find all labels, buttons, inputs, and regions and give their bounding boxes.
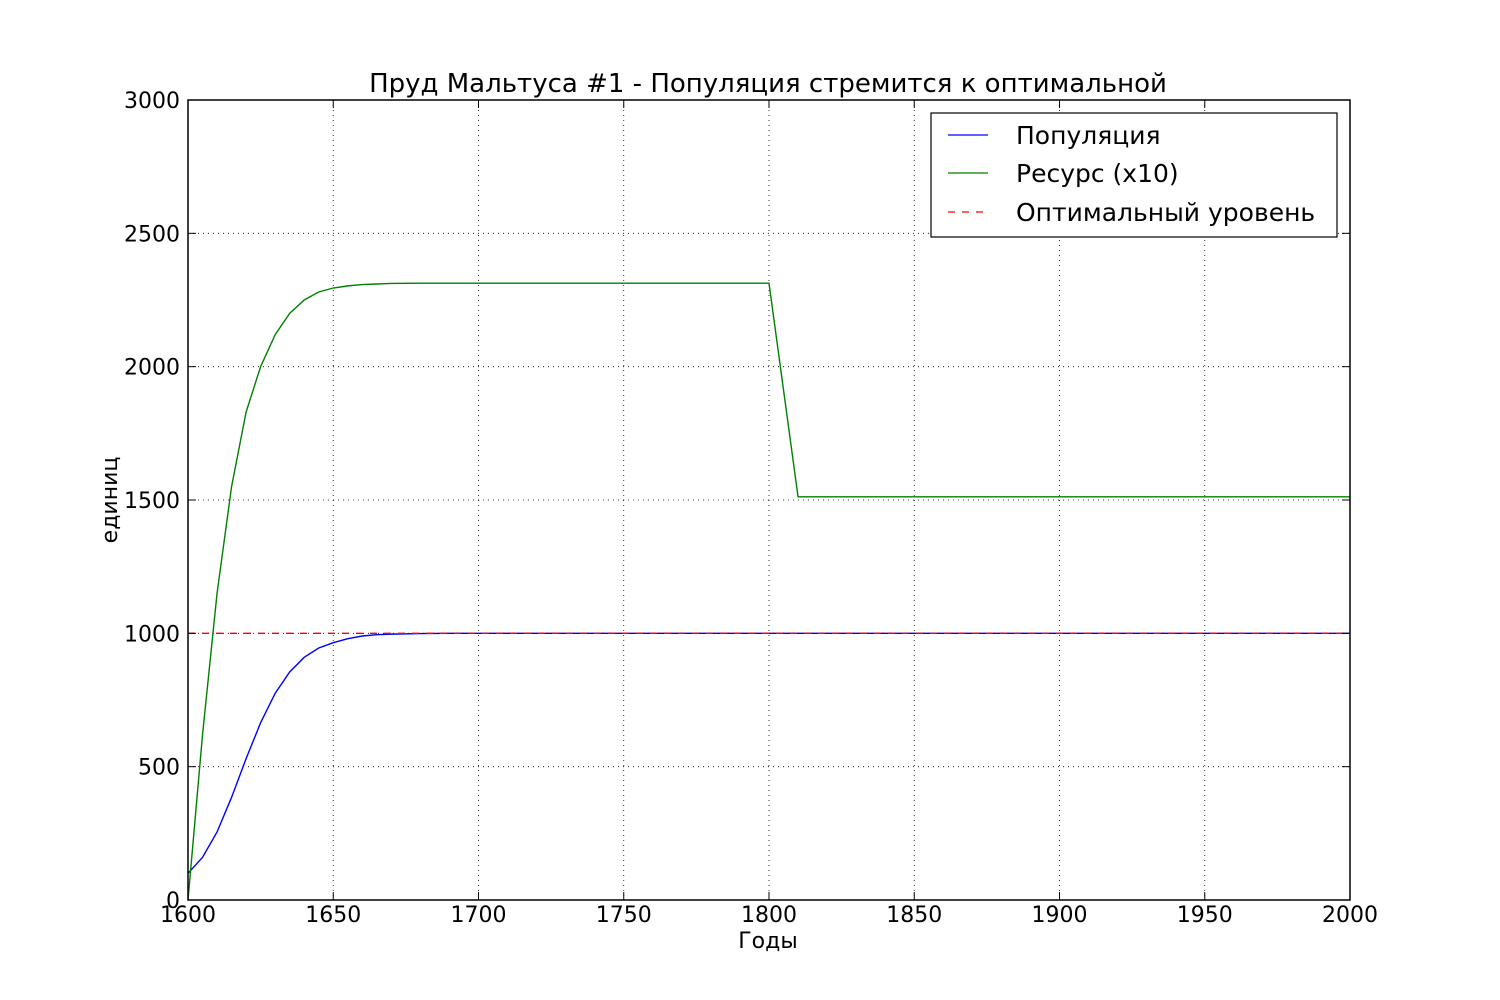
y-tick-label: 2500 (124, 222, 180, 247)
x-tick-label: 1600 (160, 903, 216, 928)
legend: Популяция Ресурс (x10) Оптимальный урове… (930, 112, 1338, 238)
x-tick-label: 1700 (451, 903, 507, 928)
y-tick-label: 0 (166, 889, 180, 914)
x-tick-label: 1850 (886, 903, 942, 928)
legend-label-population: Популяция (1016, 121, 1161, 150)
series-line-population (187, 632, 1350, 874)
legend-label-resource: Ресурс (x10) (1016, 159, 1179, 188)
x-axis-label: Годы (738, 929, 797, 954)
grid-lines (188, 100, 1350, 900)
x-tick-label: 1650 (305, 903, 361, 928)
chart-title: Пруд Мальтуса #1 - Популяция стремится к… (369, 69, 1167, 99)
x-tick-label: 1800 (741, 903, 797, 928)
data-series (187, 282, 1350, 901)
x-tick-label: 1750 (596, 903, 652, 928)
axis-ticks: 1600 1650 1700 1750 1800 1850 1900 1950 2000 0 500… (124, 89, 1378, 928)
series-line-resource (187, 282, 1350, 901)
x-tick-label: 1950 (1177, 903, 1233, 928)
y-tick-label: 3000 (124, 89, 180, 114)
legend-label-optimal-level: Оптимальный уровень (1016, 198, 1315, 227)
x-tick-label: 1900 (1032, 903, 1088, 928)
x-tick-label: 2000 (1322, 903, 1378, 928)
y-axis-label: единиц (98, 457, 123, 544)
y-tick-label: 1000 (124, 622, 180, 647)
y-tick-label: 1500 (124, 489, 180, 514)
y-tick-label: 2000 (124, 356, 180, 381)
legend-box (930, 112, 1338, 238)
y-tick-label: 500 (138, 756, 180, 781)
